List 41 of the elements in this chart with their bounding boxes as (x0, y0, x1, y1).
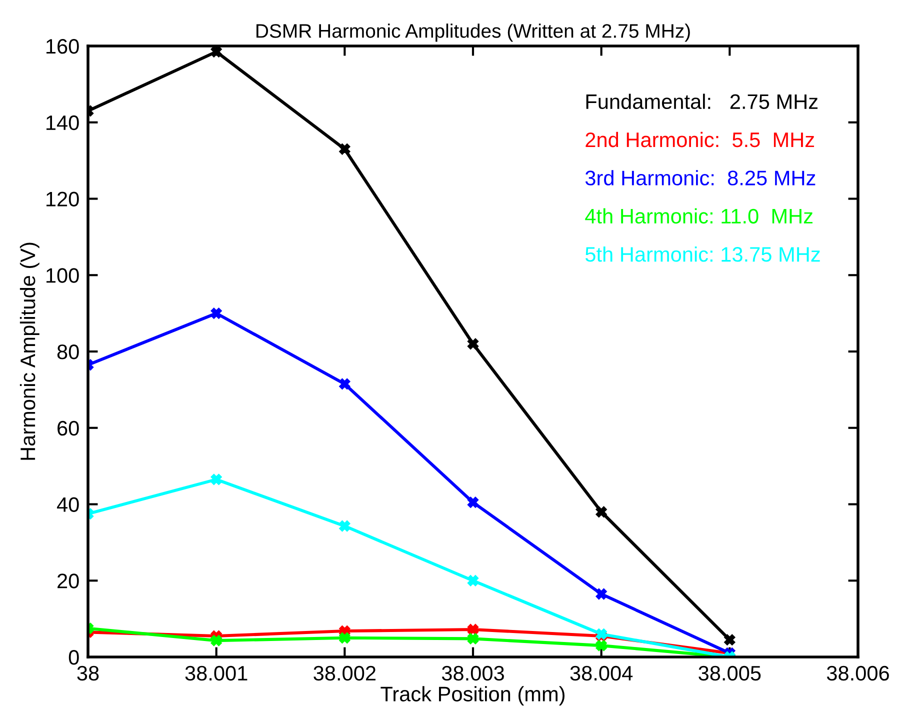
y-tick-label: 0 (68, 650, 79, 665)
y-tick-label: 20 (58, 574, 79, 588)
point (724, 634, 736, 646)
point (467, 338, 479, 350)
point (467, 624, 479, 636)
point (210, 474, 222, 485)
text: 2nd Harmonic: 5.5 MHz (586, 132, 814, 148)
point (210, 46, 222, 58)
text: 4th Harmonic: 11.0 MHz (585, 208, 812, 224)
point (210, 308, 222, 319)
y-tick-label: 80 (57, 344, 79, 360)
x-tick-label: 38.006 (826, 666, 889, 681)
x-tick-label: 38.002 (314, 666, 376, 681)
y-tick-label: 160 (46, 39, 79, 54)
y-tick-label: 100 (46, 268, 79, 283)
x-tick-label: 38.005 (698, 666, 761, 681)
y-tick-label: 120 (46, 192, 79, 207)
point (467, 633, 479, 644)
point (467, 575, 479, 586)
y-tick-label: 140 (46, 115, 79, 130)
y-tick-label: 60 (58, 420, 79, 436)
point (339, 144, 350, 155)
x-tick-label: 38.001 (185, 666, 248, 681)
x-tick-label: 38.003 (442, 666, 504, 681)
point (467, 496, 479, 508)
point (339, 378, 350, 390)
point (339, 520, 350, 532)
y-axis-title: Harmonic Amplitude (V) (20, 242, 40, 460)
text: 3rd Harmonic: 8.25 MHz (585, 170, 816, 186)
x-tick-label: 38.004 (570, 666, 633, 681)
point (596, 506, 607, 518)
text: Fundamental: 2.75 MHz (586, 94, 818, 110)
point (210, 635, 222, 646)
chart-title: DSMR Harmonic Amplitudes (Written at 2.75 MHz) (256, 24, 690, 42)
point (596, 588, 607, 600)
x-axis-title: Track Position (mm) (380, 686, 564, 706)
x-tick-label: 38 (77, 666, 99, 681)
text: 5th Harmonic: 13.75 MHz (585, 246, 820, 262)
y-tick-label: 40 (56, 497, 79, 512)
point (339, 632, 350, 644)
point (596, 640, 607, 652)
